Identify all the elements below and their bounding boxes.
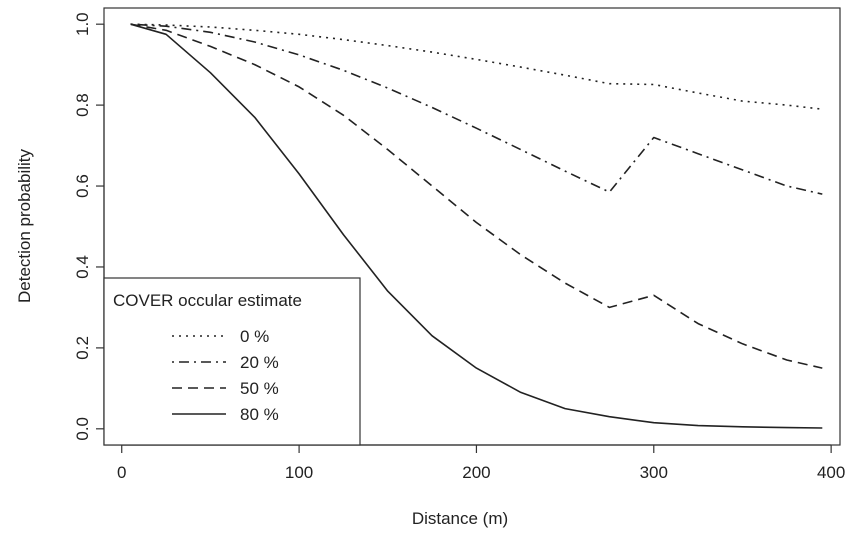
legend-label: 50 %	[240, 379, 279, 398]
y-tick-label: 0.8	[73, 93, 92, 117]
x-tick-label: 400	[817, 463, 845, 482]
y-tick-label: 0.2	[73, 336, 92, 360]
legend-label: 20 %	[240, 353, 279, 372]
legend-label: 80 %	[240, 405, 279, 424]
legend-box	[103, 277, 361, 446]
y-tick-label: 0.4	[73, 255, 92, 279]
x-tick-label: 0	[117, 463, 126, 482]
legend: COVER occular estimate 0 % 20 % 50 % 80 %	[103, 277, 361, 446]
legend-label: 0 %	[240, 327, 269, 346]
series-line-20-percent	[130, 23, 823, 195]
y-tick-label: 0.6	[73, 174, 92, 198]
series-line-80-percent	[130, 23, 823, 429]
x-axis: 0 100 200 300 400	[117, 444, 845, 482]
series-line-50-percent	[130, 23, 823, 369]
x-tick-label: 300	[640, 463, 668, 482]
legend-title: COVER occular estimate	[113, 291, 302, 310]
y-axis-label: Detection probability	[15, 148, 34, 303]
x-tick-label: 200	[462, 463, 490, 482]
x-axis-label: Distance (m)	[412, 509, 508, 528]
x-tick-label: 100	[285, 463, 313, 482]
series-layer	[130, 23, 823, 429]
y-axis: 0.0 0.2 0.4 0.6 0.8 1.0	[73, 12, 105, 441]
y-tick-label: 1.0	[73, 12, 92, 36]
y-tick-label: 0.0	[73, 417, 92, 441]
